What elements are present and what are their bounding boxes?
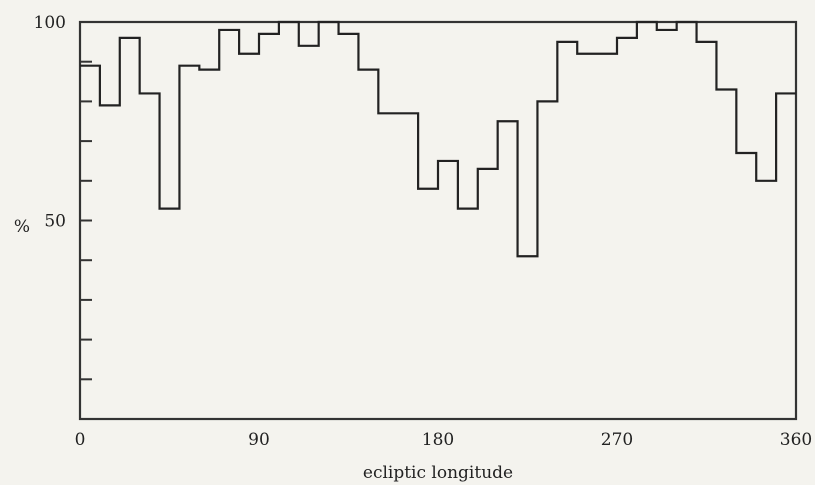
x-axis-tick-labels: 0 90 180 270 360 xyxy=(75,430,813,450)
bin-300 xyxy=(677,22,697,419)
x-tick-label-360: 360 xyxy=(780,430,812,450)
bin-20 xyxy=(120,38,140,419)
y-tick-label-50: 50 xyxy=(44,212,66,232)
bin-290 xyxy=(657,30,677,419)
bin-140 xyxy=(358,70,378,419)
x-tick-label-0: 0 xyxy=(75,430,86,450)
bin-40 xyxy=(160,209,180,419)
bin-320 xyxy=(716,89,736,419)
step-series-line xyxy=(80,20,796,258)
y-axis-ticks xyxy=(80,60,92,381)
bin-220 xyxy=(518,256,538,419)
bin-180 xyxy=(438,161,458,419)
bin-280 xyxy=(637,22,657,419)
y-axis-label: % xyxy=(14,217,30,237)
bin-210 xyxy=(498,121,518,419)
bin-120 xyxy=(319,22,339,419)
bin-160 xyxy=(398,113,418,419)
bin-70 xyxy=(219,30,239,419)
bin-230 xyxy=(537,101,557,419)
bin-260 xyxy=(597,54,617,419)
bin-10 xyxy=(100,105,120,419)
bin-0 xyxy=(80,66,100,419)
bin-30 xyxy=(140,93,160,419)
bin-190 xyxy=(458,209,478,419)
bin-270 xyxy=(617,38,637,419)
histogram-bins xyxy=(80,22,796,419)
bin-80 xyxy=(239,54,259,419)
x-tick-label-180: 180 xyxy=(422,430,454,450)
y-axis-tick-labels: 50 100 xyxy=(34,13,66,232)
bin-110 xyxy=(299,46,319,419)
x-axis-label: ecliptic longitude xyxy=(363,463,513,483)
bin-60 xyxy=(199,70,219,419)
bin-150 xyxy=(378,113,398,419)
bin-130 xyxy=(339,34,359,419)
bin-350 xyxy=(776,93,796,419)
bin-90 xyxy=(259,34,279,419)
bin-170 xyxy=(418,189,438,419)
bin-310 xyxy=(697,42,717,419)
x-tick-label-90: 90 xyxy=(248,430,270,450)
bin-240 xyxy=(557,42,577,419)
y-tick-label-100: 100 xyxy=(34,13,66,33)
bin-100 xyxy=(279,22,299,419)
bin-340 xyxy=(756,181,776,419)
bin-50 xyxy=(179,66,199,419)
bin-200 xyxy=(478,169,498,419)
bin-330 xyxy=(736,153,756,419)
bin-250 xyxy=(577,54,597,419)
x-tick-label-270: 270 xyxy=(601,430,633,450)
